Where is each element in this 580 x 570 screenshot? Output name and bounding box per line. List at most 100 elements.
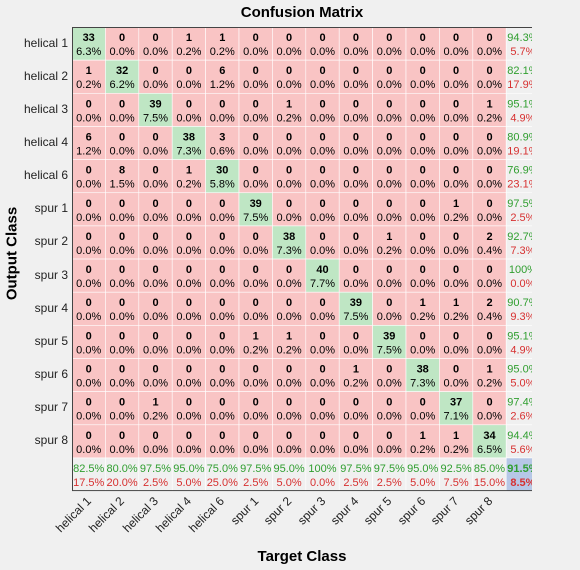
matrix-cell: [472, 192, 507, 227]
cell-percent: 0.0%: [444, 378, 469, 390]
cell-percent: 0.0%: [277, 46, 302, 58]
cell-count: 0: [319, 165, 325, 177]
cell-count: 0: [286, 65, 292, 77]
cell-percent: 0.0%: [343, 344, 368, 356]
cell-percent: 0.0%: [444, 245, 469, 257]
row-error: 2.5%: [510, 212, 532, 224]
cell-percent: 0.0%: [76, 311, 101, 323]
cell-percent: 0.0%: [210, 245, 235, 257]
cell-count: 0: [86, 430, 92, 442]
matrix-cell: [238, 325, 273, 359]
matrix-cell: [439, 358, 474, 392]
cell-count: 0: [420, 65, 426, 77]
row-error: 2.6%: [510, 411, 532, 423]
col-recall: 80.0%: [106, 463, 137, 475]
cell-count: 2: [486, 231, 492, 243]
cell-count: 1: [253, 330, 259, 342]
col-summary-cell: [439, 457, 474, 492]
cell-count: 0: [453, 330, 459, 342]
x-tick-label: helical 1: [52, 494, 94, 536]
matrix-cell: [472, 424, 507, 459]
cell-count: 0: [286, 397, 292, 409]
cell-percent: 0.0%: [143, 79, 168, 91]
cell-percent: 7.5%: [377, 344, 402, 356]
cell-percent: 0.0%: [343, 444, 368, 456]
matrix-cell: [138, 424, 173, 459]
cell-percent: 0.0%: [110, 212, 135, 224]
cell-count: 6: [219, 65, 225, 77]
matrix-cell: [372, 225, 407, 260]
matrix-cell: [105, 59, 140, 94]
cell-percent: 0.0%: [143, 311, 168, 323]
cell-percent: 0.0%: [243, 378, 268, 390]
matrix-cell: [205, 225, 240, 260]
cell-percent: 0.0%: [477, 145, 502, 157]
matrix-cell: [72, 59, 106, 94]
cell-count: 0: [152, 297, 158, 309]
cell-percent: 0.2%: [410, 311, 435, 323]
chart-title: Confusion Matrix: [240, 4, 364, 21]
cell-count: 0: [186, 231, 192, 243]
x-tick-label: spur 7: [427, 494, 462, 528]
matrix-cell: [272, 59, 307, 94]
cell-percent: 0.0%: [210, 212, 235, 224]
matrix-cell: [105, 391, 140, 426]
cell-percent: 0.0%: [410, 112, 435, 124]
cell-count: 0: [219, 330, 225, 342]
cell-percent: 0.0%: [343, 212, 368, 224]
cell-count: 0: [420, 397, 426, 409]
cell-count: 1: [286, 98, 292, 110]
cell-count: 0: [386, 297, 392, 309]
cell-count: 0: [253, 264, 259, 276]
cell-percent: 0.0%: [343, 278, 368, 290]
col-summary-cell: [305, 457, 340, 492]
cell-count: 0: [286, 198, 292, 210]
cell-count: 0: [219, 98, 225, 110]
cell-percent: 0.0%: [143, 245, 168, 257]
cell-count: 0: [119, 364, 125, 376]
cell-count: 0: [353, 131, 359, 143]
cell-percent: 0.0%: [210, 444, 235, 456]
cell-count: 0: [253, 297, 259, 309]
cell-count: 39: [350, 297, 362, 309]
cell-count: 0: [86, 165, 92, 177]
col-summary-cell: [472, 457, 507, 492]
cell-percent: 0.0%: [477, 344, 502, 356]
cell-count: 0: [86, 330, 92, 342]
cell-count: 0: [86, 264, 92, 276]
cell-count: 0: [386, 430, 392, 442]
cell-count: 40: [316, 264, 328, 276]
cell-percent: 0.0%: [477, 411, 502, 423]
col-summary-cell: [272, 457, 307, 492]
cell-percent: 0.0%: [76, 179, 101, 191]
y-tick-label: helical 3: [23, 101, 68, 116]
cell-percent: 0.0%: [243, 46, 268, 58]
col-summary-cell: [105, 457, 140, 492]
row-error: 7.3%: [510, 245, 532, 257]
cell-count: 0: [353, 264, 359, 276]
cell-percent: 5.8%: [210, 179, 235, 191]
matrix-cell: [272, 291, 307, 326]
y-tick-label: spur 1: [34, 201, 68, 216]
matrix-cell: [272, 192, 307, 227]
matrix-cell: [171, 59, 206, 94]
cell-percent: 0.0%: [410, 344, 435, 356]
cell-count: 0: [353, 32, 359, 44]
matrix-cell: [305, 225, 340, 260]
matrix-cell: [305, 159, 340, 194]
matrix-cell: [305, 192, 340, 227]
col-summary-cell: [372, 457, 407, 492]
cell-count: 0: [453, 364, 459, 376]
cell-count: 0: [353, 165, 359, 177]
row-summary-cell: [505, 159, 532, 194]
cell-count: 0: [253, 364, 259, 376]
y-tick-label: spur 5: [34, 333, 68, 348]
matrix-cell: [205, 325, 240, 359]
cell-percent: 0.0%: [143, 46, 168, 58]
matrix-cell: [105, 225, 140, 260]
cell-percent: 0.0%: [243, 145, 268, 157]
cell-count: 0: [253, 430, 259, 442]
cell-percent: 0.0%: [477, 179, 502, 191]
row-summary-cell: [505, 391, 532, 426]
cell-count: 0: [219, 297, 225, 309]
